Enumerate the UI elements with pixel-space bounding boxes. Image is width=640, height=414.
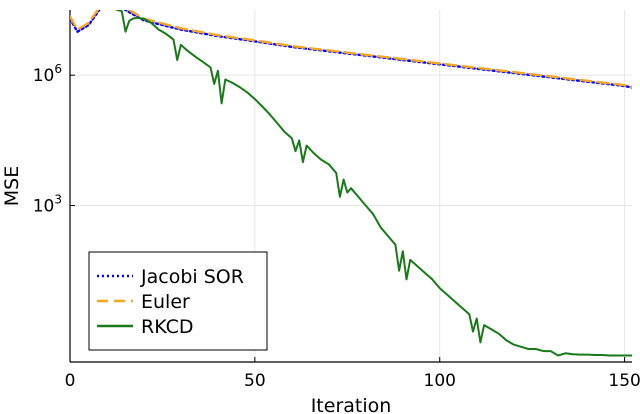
series-layer	[70, 10, 632, 357]
y-tick-label: 103	[33, 193, 62, 217]
axes	[69, 10, 632, 363]
legend-label: Jacobi SOR	[140, 266, 244, 288]
series-line-jacobi-sor	[70, 10, 632, 89]
x-tick-label: 150	[608, 371, 640, 391]
x-tick-label: 50	[244, 371, 266, 391]
series-line-euler	[70, 10, 632, 89]
legend: Jacobi SOR Euler RKCD	[88, 251, 268, 351]
x-tick-label: 0	[65, 371, 76, 391]
series-line-rkcd	[114, 10, 632, 357]
x-axis-title: Iteration	[311, 395, 392, 414]
labels: 0 50 100 150 103 106 Iteration MSE	[1, 62, 640, 414]
y-tick-label: 106	[33, 62, 62, 86]
legend-label: Euler	[141, 291, 190, 313]
legend-label: RKCD	[141, 316, 194, 338]
x-tick-label: 100	[424, 371, 456, 391]
y-axis-title: MSE	[1, 166, 23, 206]
